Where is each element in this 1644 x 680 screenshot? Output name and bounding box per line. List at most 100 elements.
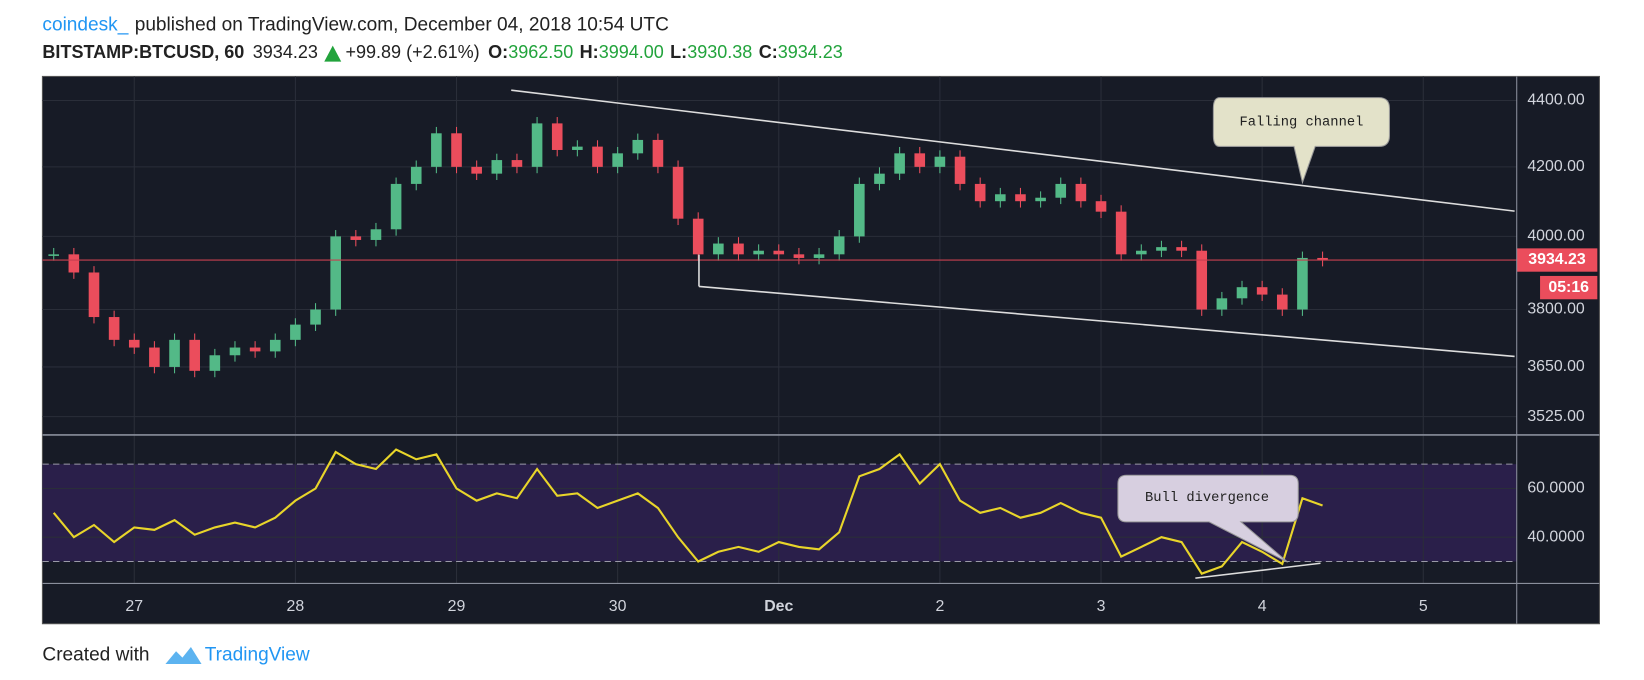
annotation: Falling channel xyxy=(1239,115,1363,131)
candle-body xyxy=(511,160,523,167)
y-tick-label: 60.0000 xyxy=(1527,480,1585,497)
candle-body xyxy=(551,123,563,150)
published: published on TradingView.com, December 0… xyxy=(135,15,669,36)
candle-body xyxy=(269,339,281,352)
candle-body xyxy=(229,347,241,356)
candle-body xyxy=(652,139,664,167)
candle-body xyxy=(854,183,865,237)
candle-body xyxy=(128,339,140,348)
ohlc-label: C: xyxy=(759,42,778,62)
candle-body xyxy=(1236,287,1248,299)
candle-body xyxy=(149,347,160,367)
candle-body xyxy=(48,254,60,256)
candle-body xyxy=(894,153,905,174)
candle-body xyxy=(833,236,845,255)
candle-body xyxy=(1176,247,1187,251)
price-tag-box xyxy=(1516,248,1598,272)
candle-body xyxy=(1055,183,1067,198)
candle-body xyxy=(1297,257,1308,310)
y-tick-label: 4000.00 xyxy=(1527,228,1585,245)
candle-body xyxy=(1156,247,1167,251)
candle-body xyxy=(1095,201,1107,212)
x-tick-label: 4 xyxy=(1258,598,1267,615)
candle-body xyxy=(330,236,341,310)
candle-body xyxy=(692,218,704,255)
candle-body xyxy=(1196,250,1208,310)
y-tick-label: 40.0000 xyxy=(1527,528,1585,545)
candle-body xyxy=(773,250,785,255)
candle-body xyxy=(410,166,422,184)
candle-body xyxy=(88,272,100,318)
last: 3934.23 xyxy=(253,42,318,62)
price-tag: 3934.23 xyxy=(1528,251,1586,268)
x-tick-label: 5 xyxy=(1419,598,1428,615)
candle-body xyxy=(1075,183,1087,202)
ohlc-value: 3934.23 xyxy=(778,42,843,62)
y-tick-label: 4400.00 xyxy=(1527,92,1585,109)
countdown-box xyxy=(1540,275,1598,300)
x-tick-label: 30 xyxy=(609,598,627,615)
ohlc-label: H: xyxy=(580,42,599,62)
candle-body xyxy=(310,309,321,325)
x-tick-label: 2 xyxy=(935,598,944,615)
y-tick-label: 3800.00 xyxy=(1527,301,1585,318)
candle-body xyxy=(713,243,724,255)
candle-body xyxy=(1015,194,1026,202)
candle-body xyxy=(813,254,825,258)
candle-body xyxy=(290,324,301,340)
candle-body xyxy=(189,339,200,371)
candle-body xyxy=(390,183,402,230)
candle-body xyxy=(431,133,442,167)
candle-body xyxy=(471,166,482,174)
x-tick-label: 28 xyxy=(287,598,305,615)
candle-body xyxy=(995,194,1006,202)
callout xyxy=(1117,474,1299,563)
candle-body xyxy=(451,133,462,167)
y-tick-label: 3650.00 xyxy=(1527,358,1585,375)
ohlc-label: L: xyxy=(670,42,687,62)
candle-body xyxy=(672,166,684,219)
candle-body xyxy=(954,156,966,184)
y-tick-label: 4200.00 xyxy=(1527,158,1585,175)
candle-body xyxy=(1317,257,1328,261)
candle-body xyxy=(974,183,986,202)
divergence-line xyxy=(1195,562,1321,579)
candle-body xyxy=(1276,294,1288,310)
x-tick-label: 27 xyxy=(125,598,143,615)
candle-body xyxy=(249,347,261,352)
channel-lower xyxy=(698,285,1515,358)
candle-body xyxy=(370,229,382,240)
x-tick-label: Dec xyxy=(764,598,793,615)
footer-text: Created with xyxy=(42,645,149,666)
countdown: 05:16 xyxy=(1548,279,1589,296)
candle-body xyxy=(1115,211,1127,255)
candle-body xyxy=(632,139,644,154)
candle-body xyxy=(68,254,80,273)
candle-body xyxy=(914,153,926,167)
candle-body xyxy=(209,355,221,371)
candle-body xyxy=(1256,287,1268,295)
logo xyxy=(165,647,202,665)
x-tick-label: 29 xyxy=(448,598,466,615)
candle-body xyxy=(874,173,885,184)
x-tick-label: 3 xyxy=(1097,598,1106,615)
footer-brand[interactable]: TradingView xyxy=(205,645,310,666)
candle-body xyxy=(169,339,180,367)
candle-body xyxy=(1035,197,1046,202)
plot: 27 28 29 30 Dec 2 3 4 5 4400.00 4200.00 4000.00 3800… xyxy=(42,76,1598,615)
candle-body xyxy=(934,156,946,167)
ohlc-value: 3962.50 xyxy=(508,42,573,62)
candle-body xyxy=(491,160,503,174)
candle-body xyxy=(531,123,543,167)
y-tick-label: 3525.00 xyxy=(1527,408,1585,425)
candle-body xyxy=(592,146,603,167)
annotation: Bull divergence xyxy=(1145,490,1269,506)
symbol-line: BITSTAMP:BTCUSD, 60 3934.23 +99.89 (+2.61%… xyxy=(42,42,842,62)
candle-body xyxy=(1135,250,1147,255)
symbol: BITSTAMP:BTCUSD, 60 xyxy=(42,42,244,62)
candle-body xyxy=(1216,298,1228,310)
up-arrow xyxy=(324,45,342,62)
change: +99.89 (+2.61%) xyxy=(345,42,479,62)
ohlc-value: 3994.00 xyxy=(599,42,664,62)
